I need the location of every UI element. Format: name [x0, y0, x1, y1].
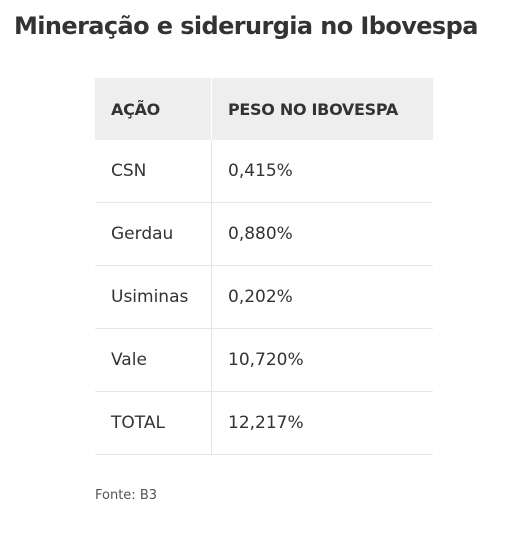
weight-cell: 0,202% — [211, 265, 433, 329]
row: Vale 10,720% — [95, 328, 433, 392]
stock-cell: Usiminas — [95, 265, 212, 329]
table: AÇÃO PESO NO IBOVESPA CSN 0,415% Gerdau 0,8… — [95, 78, 433, 455]
weight-cell: 0,415% — [211, 140, 433, 203]
weight-cell: 12,217% — [211, 391, 433, 455]
weight-cell: 0,880% — [211, 202, 433, 266]
stock-cell: Vale — [95, 328, 212, 392]
header-row: AÇÃO PESO NO IBOVESPA — [95, 78, 433, 140]
stock-cell: Gerdau — [95, 202, 212, 266]
column-header: AÇÃO — [95, 78, 212, 140]
stock-cell: TOTAL — [95, 391, 212, 455]
source: Fonte: B3 — [95, 488, 158, 503]
row: Usiminas 0,202% — [95, 265, 433, 329]
column-header: PESO NO IBOVESPA — [211, 78, 433, 140]
row: CSN 0,415% — [95, 140, 433, 203]
row: TOTAL 12,217% — [95, 391, 433, 455]
title: Mineração e siderurgia no Ibovespa — [14, 12, 478, 40]
row: Gerdau 0,880% — [95, 202, 433, 266]
weight-cell: 10,720% — [211, 328, 433, 392]
stock-cell: CSN — [95, 140, 212, 203]
